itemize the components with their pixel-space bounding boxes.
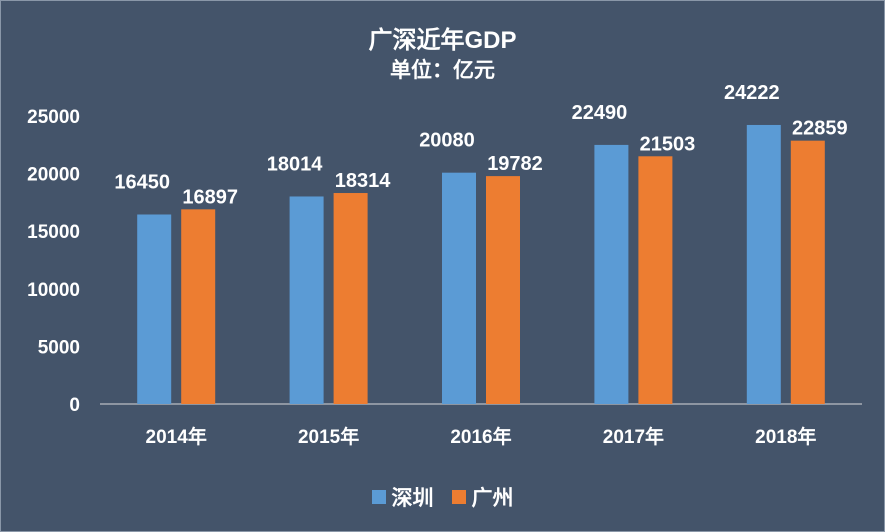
bar-shenzhen-1 (289, 196, 324, 404)
y-tick-label-4: 20000 (27, 165, 80, 186)
bar-shenzhen-4 (746, 124, 781, 405)
data-label-shenzhen-3: 22490 (572, 102, 628, 124)
y-tick-label-1: 5000 (38, 337, 80, 358)
bar-guangzhou-1 (333, 193, 368, 404)
bar-guangzhou-0 (181, 209, 216, 404)
data-label-shenzhen-0: 16450 (114, 171, 170, 193)
legend-label-shenzhen: 深圳 (391, 487, 434, 510)
legend-swatch-shenzhen (371, 490, 386, 504)
chart-legend: 深圳 广州 (0, 482, 885, 512)
x-tick-label-4: 2018年 (755, 425, 816, 448)
data-label-shenzhen-4: 24222 (724, 82, 780, 104)
data-label-guangzhou-4: 22859 (792, 118, 848, 140)
bar-shenzhen-2 (442, 172, 476, 404)
y-tick-label-2: 10000 (27, 280, 80, 301)
data-label-guangzhou-3: 21503 (640, 133, 696, 155)
x-tick-label-3: 2017年 (603, 425, 664, 448)
bar-guangzhou-4 (790, 140, 825, 405)
bar-shenzhen-0 (137, 214, 172, 404)
x-tick-label-2: 2016年 (450, 425, 511, 448)
y-tick-label-3: 15000 (27, 222, 80, 243)
legend-item-shenzhen: 深圳 (371, 482, 434, 512)
data-label-shenzhen-2: 20080 (419, 130, 475, 152)
bar-guangzhou-3 (638, 156, 673, 404)
bar-shenzhen-3 (594, 144, 629, 404)
bar-guangzhou-2 (486, 176, 520, 404)
chart-subtitle: 单位：亿元 (390, 59, 495, 82)
chart-title: 广深近年GDP (368, 27, 517, 54)
data-label-guangzhou-2: 19782 (487, 153, 543, 175)
y-tick-label-5: 25000 (27, 107, 80, 128)
legend-swatch-guangzhou (451, 490, 466, 504)
y-tick-label-0: 0 (69, 395, 80, 416)
data-label-shenzhen-1: 18014 (267, 153, 323, 175)
legend-item-guangzhou: 广州 (451, 482, 514, 512)
legend-label-guangzhou: 广州 (471, 487, 514, 510)
x-tick-label-0: 2014年 (146, 425, 207, 448)
data-label-guangzhou-0: 16897 (182, 186, 238, 208)
x-tick-label-1: 2015年 (298, 425, 359, 448)
data-label-guangzhou-1: 18314 (335, 170, 391, 192)
